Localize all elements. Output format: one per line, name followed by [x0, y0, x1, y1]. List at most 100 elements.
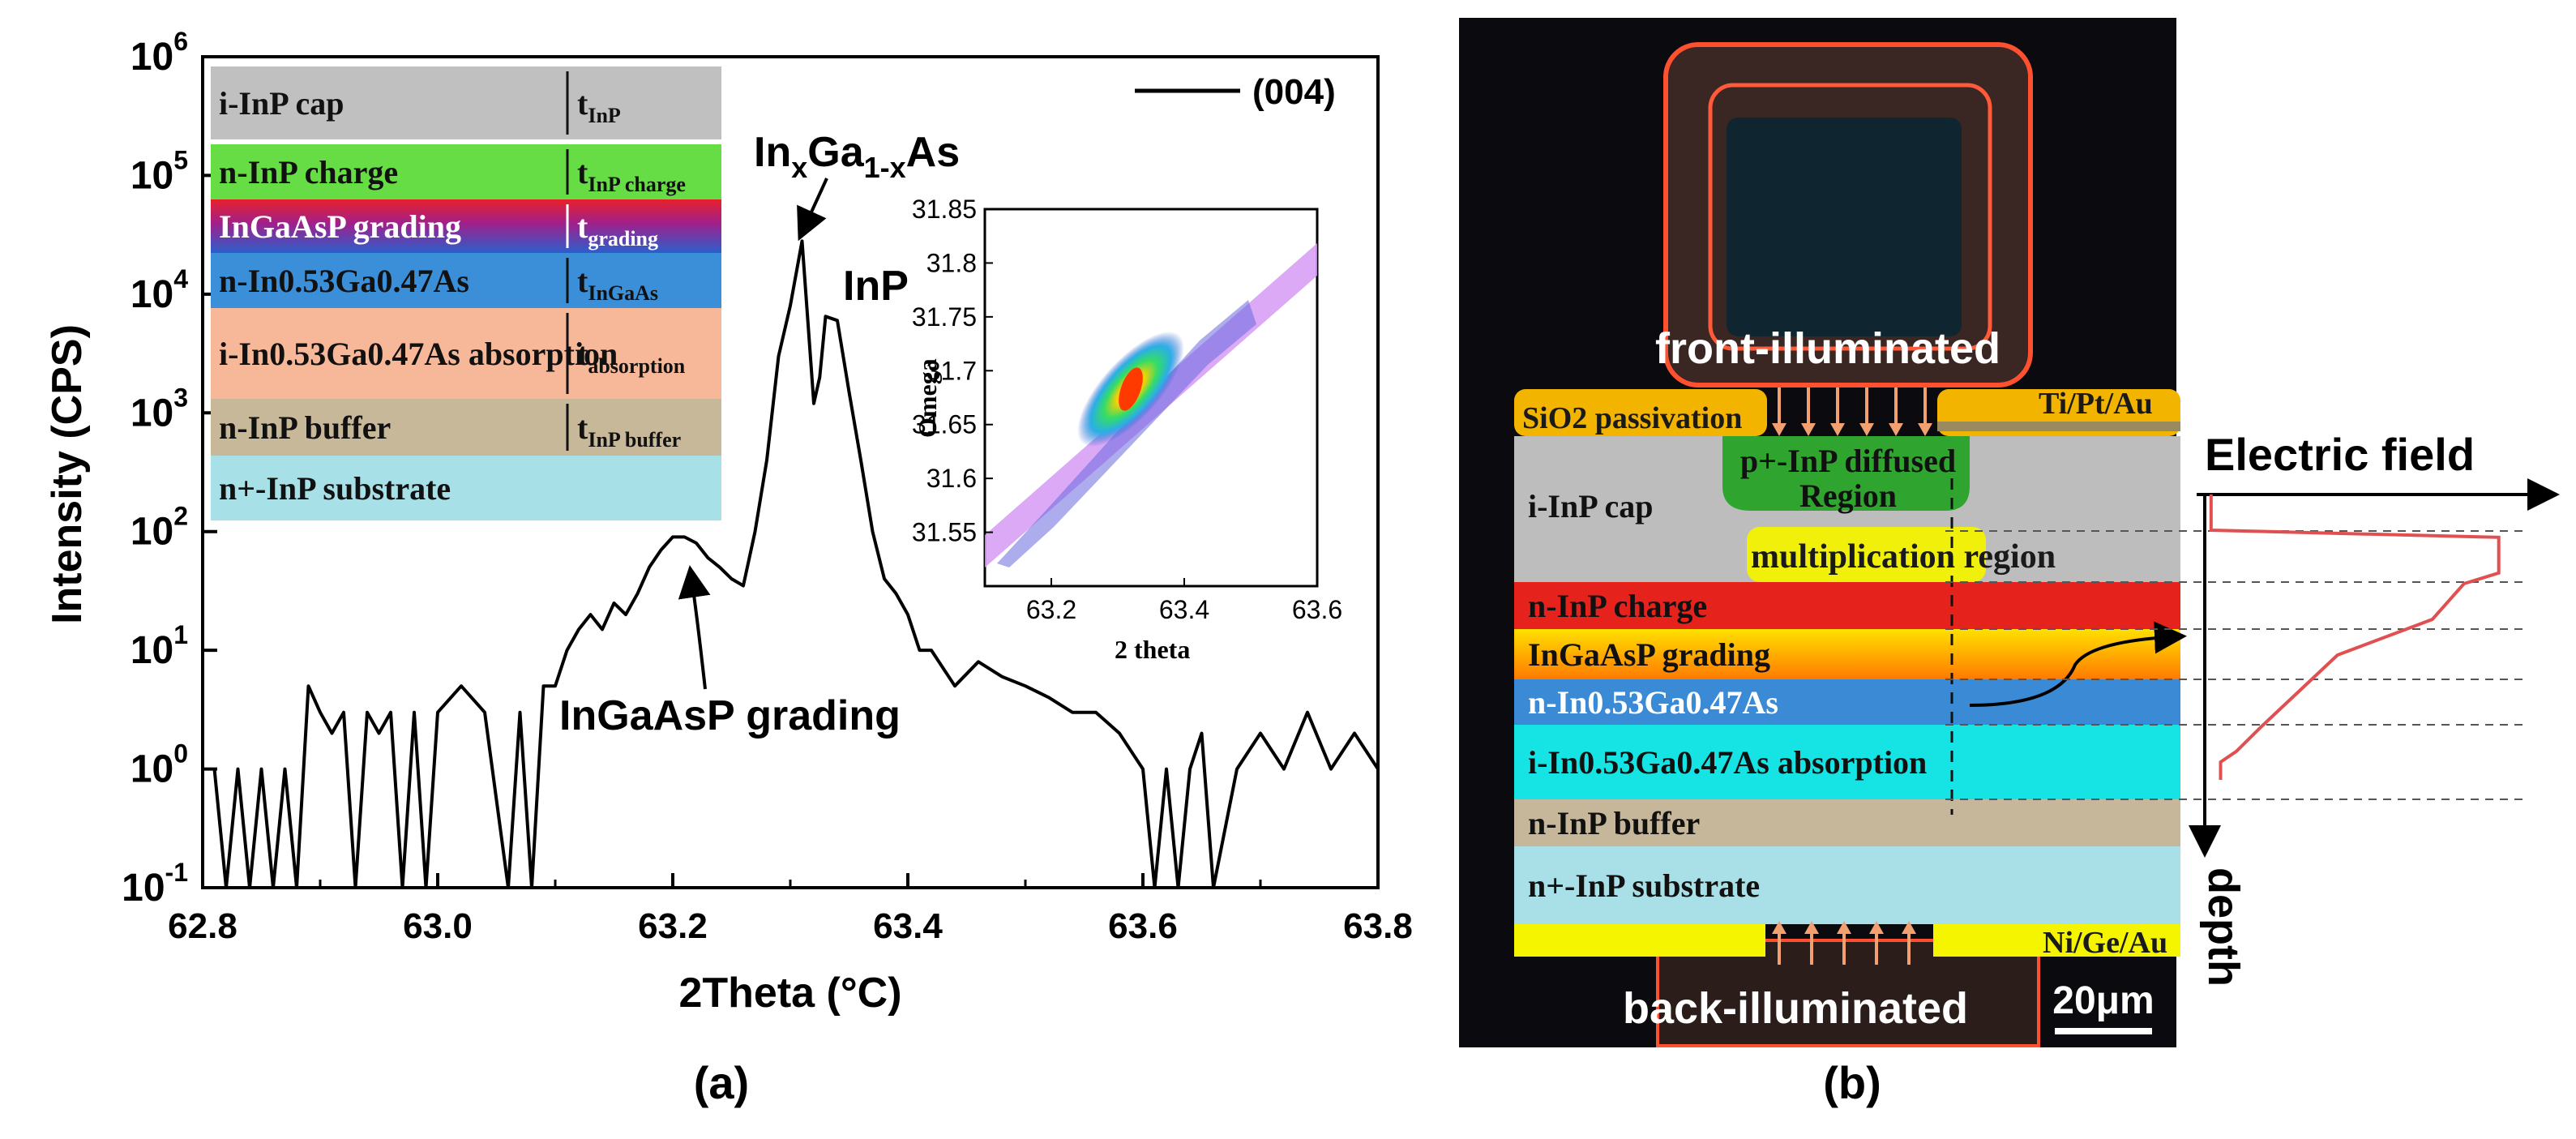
contact-top-label: Ti/Pt/Au: [2039, 387, 2153, 421]
stack-thickness-label: tInP buffer: [577, 409, 681, 452]
inset-x-tick-label: 63.2: [1026, 595, 1076, 624]
diffused-label-line2: Region: [1799, 477, 1897, 514]
stack-layer-label: n+-InP substrate: [219, 470, 451, 507]
stack-layer-label: n-InP buffer: [219, 409, 391, 446]
inset-x-tick-label: 63.6: [1292, 595, 1342, 624]
device-layer: [1514, 725, 2180, 799]
inset-y-tick-label: 31.8: [926, 248, 977, 277]
contact-top-metal: [1937, 422, 2180, 431]
back-arrowhead: [1869, 921, 1884, 934]
y-tick-label-a: 104: [131, 264, 188, 316]
inset-heatmap: 63.2 63.4 63.6 31.55 31.6 31.65 31.7 31.75 31.8 3…: [912, 195, 1342, 664]
inset-ylabel: Omega: [913, 358, 942, 438]
stack-layer-label: InGaAsP grading: [219, 208, 461, 245]
device-stripe-bottom: [1656, 939, 2040, 1047]
y-axis-label-a: Intensity (CPS): [44, 324, 91, 624]
inset-y-tick-label: 31.75: [912, 302, 977, 332]
x-tick-label-a: 62.8: [168, 906, 237, 946]
y-tick-label-a: 10-1: [122, 858, 188, 910]
device-layer-label: i-In0.53Ga0.47As absorption: [1528, 744, 1927, 781]
back-arrowhead: [1772, 921, 1787, 934]
front-illumination-arrows: [1772, 388, 1932, 436]
device-cross-section: i-InP cap n-InP charge InGaAsP grading n-In…: [1514, 436, 2180, 924]
passivation-left: [1514, 389, 1767, 436]
inset-y-tick-label: 31.6: [926, 464, 977, 493]
stack-layer: [211, 308, 721, 399]
caption-a: (a): [694, 1057, 749, 1108]
series-line-004: [212, 239, 1380, 889]
annotation-grading-arrow: [678, 565, 711, 690]
device-layer-label: InGaAsP grading: [1528, 636, 1770, 673]
device-layer: [1514, 629, 2180, 679]
front-arrowhead: [1918, 423, 1932, 436]
annotation-grading: InGaAsP grading: [559, 692, 901, 739]
stack-layer: [211, 399, 721, 456]
y-tick-label-a: 101: [131, 620, 188, 672]
inset-band-core: [997, 300, 1256, 567]
device-window: [1727, 118, 1962, 336]
front-arrowhead: [1889, 423, 1903, 436]
y-tick-label-a: 102: [131, 502, 188, 554]
device-layer: [1514, 679, 2180, 725]
multiplication-label: multiplication region: [1751, 538, 2056, 576]
diffused-label-line1: p+-InP diffused: [1740, 443, 1956, 479]
caption-b: (b): [1823, 1057, 1881, 1108]
stack-layer: [211, 199, 721, 253]
stack-layer-label: i-In0.53Ga0.47As absorption: [219, 336, 618, 372]
device-layer-label: n-InP buffer: [1528, 805, 1700, 841]
stack-thickness-label: tabsorption: [577, 336, 686, 378]
contact-bottom-left: [1514, 924, 1765, 957]
front-arrowhead: [1772, 423, 1787, 436]
device-layer-label: n-In0.53Ga0.47As: [1528, 684, 1778, 721]
stack-thickness-label: tInGaAs: [577, 263, 658, 305]
contact-bottom-label: Ni/Ge/Au: [2043, 926, 2167, 960]
x-tick-label-a: 63.8: [1343, 906, 1413, 946]
front-arrowhead: [1859, 423, 1874, 436]
passivation-label: SiO2 passivation: [1522, 401, 1742, 435]
y-tick-label-a: 105: [131, 145, 188, 197]
device-layer-label: n+-InP substrate: [1528, 867, 1760, 904]
stack-thickness-label: tInP charge: [577, 154, 686, 196]
stack-layer: [211, 144, 721, 199]
annotation-ingaas-arrow: [797, 178, 828, 242]
back-arrowhead: [1902, 921, 1916, 934]
front-arrowhead: [1830, 423, 1845, 436]
depth-label: depth: [2199, 867, 2248, 987]
back-illumination-arrows: [1772, 921, 1916, 965]
stack-thickness-label: tInP: [577, 85, 621, 127]
annotation-inp: InP: [843, 263, 909, 310]
inset-x-tick-label: 63.4: [1159, 595, 1209, 624]
device-layer: [1514, 799, 2180, 846]
stack-layer: [211, 253, 721, 308]
inset-xlabel: 2 theta: [1115, 635, 1190, 664]
inset-y-tick-label: 31.85: [912, 195, 977, 224]
device-layer: [1514, 582, 2180, 629]
x-axis-label-a: 2Theta (°C): [678, 970, 901, 1017]
layer-stack-legend: i-InP cap tInP n-InP charge tInP charge InGa…: [211, 66, 721, 520]
stack-layer-label: n-In0.53Ga0.47As: [219, 263, 469, 299]
device-inner-ring: [1708, 83, 1992, 351]
stack-layer: [211, 66, 721, 139]
stack-layer: [211, 456, 721, 520]
x-tick-label-a: 63.0: [403, 906, 473, 946]
y-tick-label-a: 100: [131, 739, 188, 791]
legend-label-004: (004): [1252, 72, 1336, 112]
contact-bottom-right: [1933, 924, 2180, 957]
multiplication-region: [1747, 527, 1986, 582]
inset-y-tick-label: 31.55: [912, 518, 977, 547]
back-arrowhead: [1804, 921, 1819, 934]
diffused-region: [1722, 436, 1970, 511]
front-arrowhead: [1801, 423, 1816, 436]
device-layer-label: i-InP cap: [1528, 488, 1653, 525]
y-tick-label-a: 106: [131, 27, 188, 79]
electric-field-label: Electric field: [2205, 429, 2475, 480]
x-tick-label-a: 63.6: [1108, 906, 1178, 946]
field-pointer-arrow: [1969, 621, 2187, 707]
stack-layer-label: n-InP charge: [219, 154, 398, 191]
stack-thickness-label: tgrading: [577, 208, 658, 250]
x-tick-label-a: 63.2: [638, 906, 708, 946]
x-tick-label-a: 63.4: [873, 906, 943, 946]
device-layer: [1514, 846, 2180, 924]
back-illuminated-label: back-illuminated: [1623, 984, 1968, 1033]
